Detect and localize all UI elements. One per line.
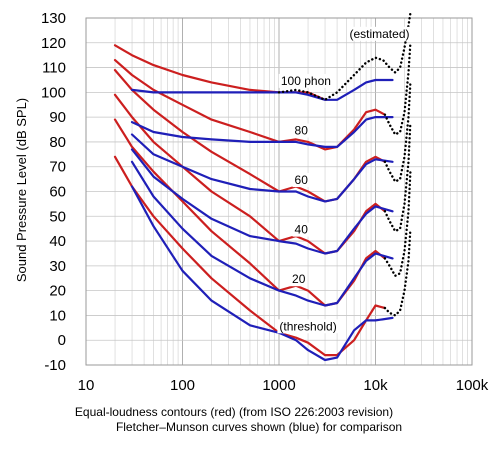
series-line-9 [130, 133, 394, 203]
annotation-bg [292, 222, 310, 237]
y-tick-label: 50 [49, 208, 66, 225]
series-line-13 [383, 41, 412, 136]
y-tick-label: 60 [49, 184, 66, 201]
annotation-label: (estimated) [349, 27, 409, 41]
caption-line-2: Fletcher–Munson curves shown (blue) for … [116, 420, 402, 434]
y-tick-label: 100 [41, 84, 66, 101]
y-tick-label: 40 [49, 233, 66, 250]
y-tick-label: 10 [49, 307, 66, 324]
annotation-label: (threshold) [279, 319, 336, 333]
y-tick-label: -10 [44, 357, 66, 374]
annotations: (estimated) 100 phon 80 60 40 20 (threshold) [277, 26, 412, 334]
y-tick-label: 0 [58, 332, 66, 349]
series-line-14 [383, 81, 412, 183]
series-line-7 [130, 160, 394, 307]
annotation-bg [292, 173, 310, 188]
series-line-17 [383, 227, 412, 317]
y-tick-label: 90 [49, 109, 66, 126]
series-line-10 [130, 116, 394, 148]
series-line-12 [277, 11, 412, 101]
y-tick-label: 30 [49, 258, 66, 275]
y-tick-label: 80 [49, 134, 66, 151]
x-tick-label: 100 [170, 377, 195, 394]
x-tick-label: 10 [78, 377, 95, 394]
annotation-label: 100 phon [281, 74, 331, 88]
series-line-15 [383, 120, 412, 233]
annotation-bg [292, 123, 310, 138]
x-tick-label: 1000 [262, 377, 295, 394]
y-tick-label: 110 [42, 60, 66, 77]
annotation-bg [278, 73, 333, 88]
annotation-label: 60 [295, 173, 309, 187]
y-tick-label: 20 [49, 283, 66, 300]
annotation-bg [277, 319, 339, 334]
series-line-4 [113, 59, 386, 151]
annotation-label: 40 [295, 223, 309, 237]
series-line-5 [113, 44, 327, 101]
x-tick-label: 100k [456, 377, 489, 394]
y-axis-label: Sound Pressure Level (dB SPL) [14, 98, 29, 282]
y-tick-label: 70 [49, 159, 66, 176]
plot-frame [85, 17, 473, 366]
series-line-16 [383, 170, 412, 277]
series-line-11 [130, 78, 394, 101]
x-tick-label: 10k [363, 377, 388, 394]
annotation-bg [347, 26, 412, 41]
y-tick-label: 120 [41, 35, 66, 52]
caption-line-1: Equal-loudness contours (red) (from ISO … [75, 405, 393, 419]
series-line-0 [113, 155, 386, 357]
annotation-label: 20 [292, 272, 306, 286]
annotation-bg [290, 272, 308, 287]
annotation-label: 80 [295, 123, 309, 137]
series-line-6 [130, 185, 394, 362]
y-tick-label: 130 [41, 10, 66, 27]
series-line-8 [130, 148, 394, 255]
